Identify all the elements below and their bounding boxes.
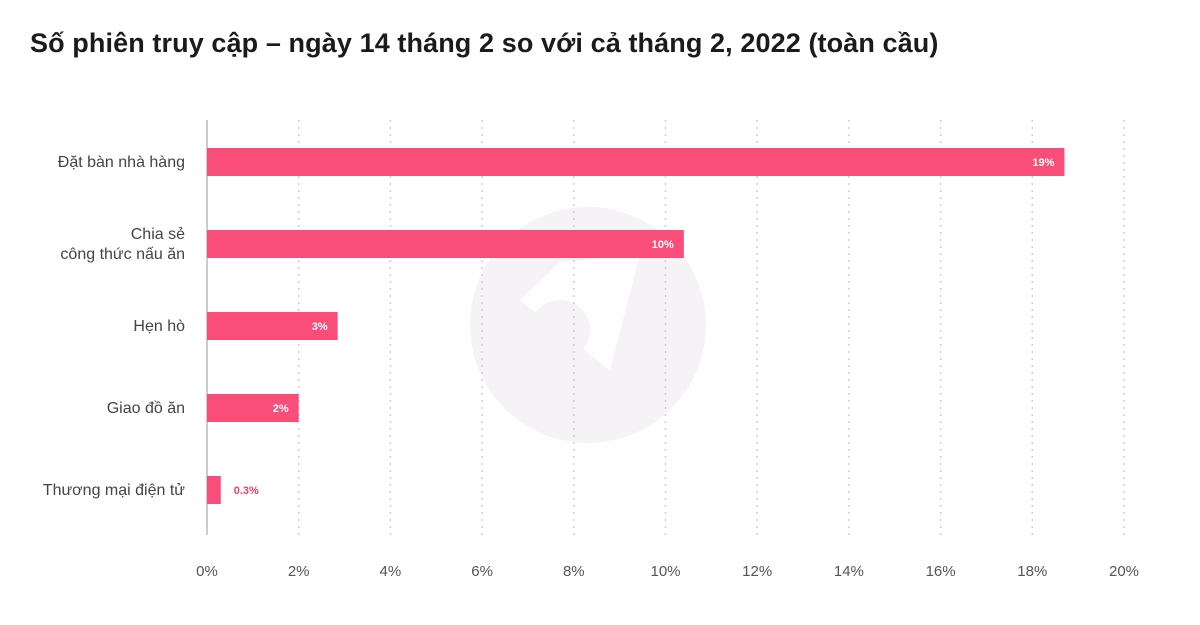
bar-value-label: 3% [312,321,328,333]
bar [207,476,221,504]
x-tick-label: 12% [742,563,772,580]
chart-title: Số phiên truy cập – ngày 14 tháng 2 so v… [30,28,939,58]
bars: 19% 10% 3% 2% 0.3% [207,148,1065,504]
category-label: Chia sẻ [131,226,185,243]
x-tick-label: 4% [380,563,402,580]
x-axis-ticks: 0% 2% 4% 6% 8% 10% 12% 14% 16% 18% 20% [196,563,1139,580]
bar [207,394,299,422]
x-tick-label: 0% [196,563,218,580]
x-tick-label: 14% [834,563,864,580]
watermark-logo-icon [470,207,706,443]
x-tick-label: 8% [563,563,585,580]
category-label: Thương mại điện tử [43,482,185,499]
bar [207,312,338,340]
bar [207,230,684,258]
bar [207,148,1065,176]
bar-value-label: 10% [652,239,674,251]
category-label: công thức nấu ăn [60,246,185,263]
bar-value-label: 2% [273,403,289,415]
x-tick-label: 20% [1109,563,1139,580]
x-tick-label: 16% [926,563,956,580]
category-label: Giao đồ ăn [107,400,185,417]
x-tick-label: 10% [650,563,680,580]
x-tick-label: 18% [1017,563,1047,580]
category-label: Đặt bàn nhà hàng [58,154,185,171]
category-labels: Đặt bàn nhà hàng Chia sẻ công thức nấu ăn H… [43,154,185,499]
x-tick-label: 2% [288,563,310,580]
bar-value-label: 19% [1032,157,1054,169]
x-tick-label: 6% [471,563,493,580]
bar-value-label: 0.3% [234,485,259,497]
category-label: Hẹn hò [133,318,185,335]
gridlines [297,120,1125,535]
